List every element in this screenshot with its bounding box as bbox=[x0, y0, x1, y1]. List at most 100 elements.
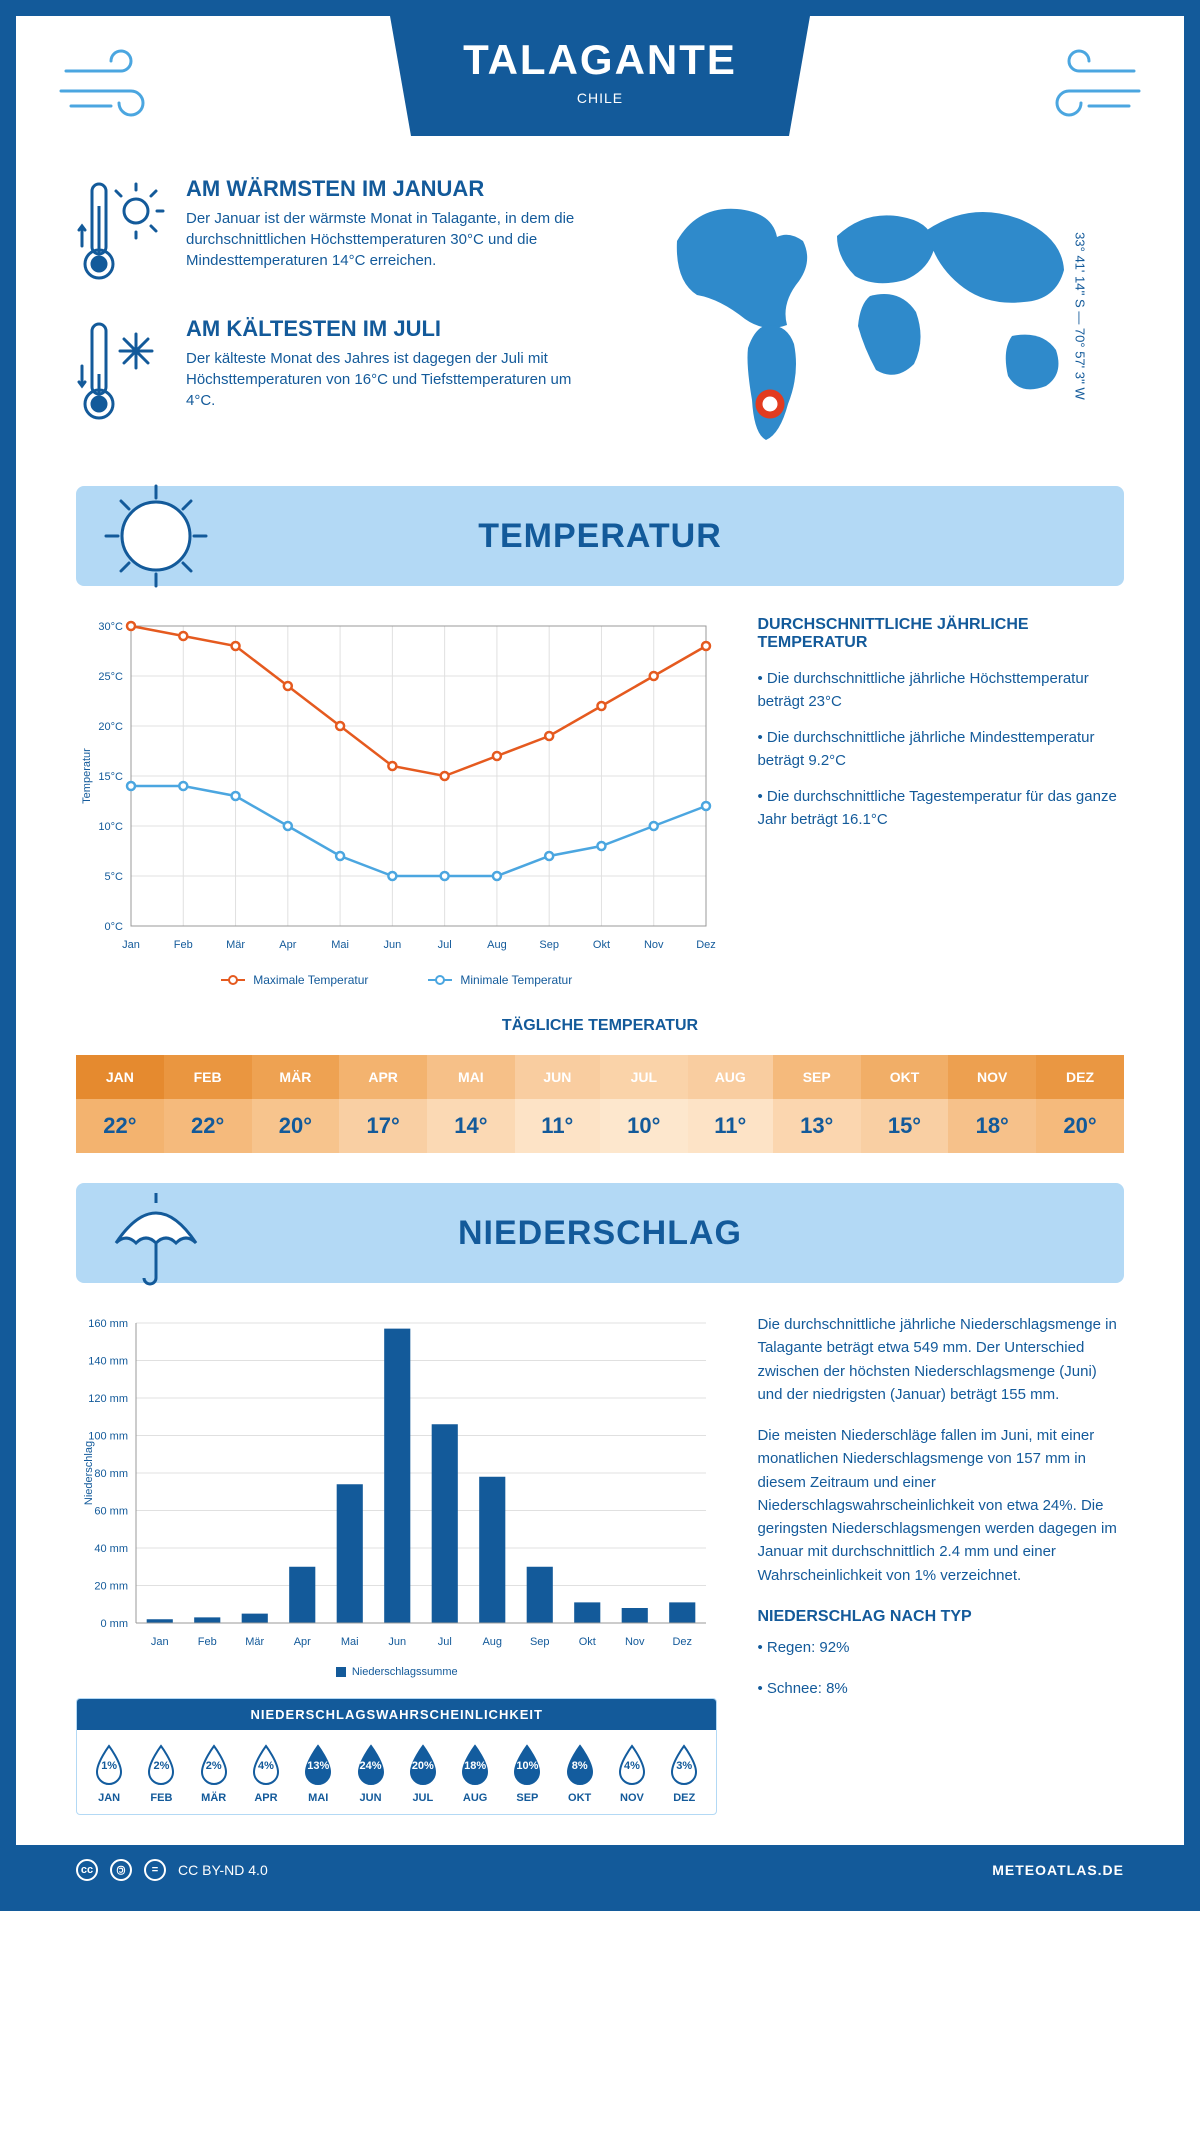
drop-icon: 20% bbox=[407, 1744, 439, 1786]
prob-cell: 2% FEB bbox=[135, 1744, 187, 1804]
precip-bar-chart: 0 mm20 mm40 mm60 mm80 mm100 mm120 mm140 … bbox=[76, 1313, 717, 1678]
svg-text:Mär: Mär bbox=[226, 939, 245, 951]
svg-text:Aug: Aug bbox=[482, 1636, 502, 1648]
page-title: TALAGANTE bbox=[390, 36, 810, 84]
section-title-temp: TEMPERATUR bbox=[76, 517, 1124, 556]
cold-title: AM KÄLTESTEN IM JULI bbox=[186, 316, 580, 342]
precip-text: Die durchschnittliche jährliche Niedersc… bbox=[757, 1313, 1124, 1815]
svg-text:20 mm: 20 mm bbox=[94, 1581, 128, 1593]
svg-text:Dez: Dez bbox=[672, 1636, 692, 1648]
drop-icon: 18% bbox=[459, 1744, 491, 1786]
svg-text:Nov: Nov bbox=[625, 1636, 645, 1648]
temp-bullet-2: • Die durchschnittliche jährliche Mindes… bbox=[757, 727, 1124, 772]
thermometer-snow-icon bbox=[76, 316, 166, 426]
drop-icon: 4% bbox=[250, 1744, 282, 1786]
precip-type-2: • Schnee: 8% bbox=[757, 1677, 1124, 1700]
svg-text:Jan: Jan bbox=[151, 1636, 169, 1648]
thermometer-sun-icon bbox=[76, 176, 166, 286]
svg-text:Apr: Apr bbox=[294, 1636, 311, 1648]
drop-icon: 24% bbox=[355, 1744, 387, 1786]
nd-icon: = bbox=[144, 1859, 166, 1881]
daily-month: DEZ bbox=[1036, 1055, 1124, 1099]
daily-month: JAN bbox=[76, 1055, 164, 1099]
svg-text:Jul: Jul bbox=[438, 1636, 452, 1648]
legend-max: Maximale Temperatur bbox=[253, 973, 368, 987]
prob-cell: 8% OKT bbox=[554, 1744, 606, 1804]
prob-cell: 4% NOV bbox=[606, 1744, 658, 1804]
svg-text:15°C: 15°C bbox=[98, 771, 123, 783]
svg-text:100 mm: 100 mm bbox=[88, 1431, 128, 1443]
daily-title: TÄGLICHE TEMPERATUR bbox=[76, 1017, 1124, 1035]
svg-text:80 mm: 80 mm bbox=[94, 1468, 128, 1480]
svg-text:Mai: Mai bbox=[331, 939, 349, 951]
svg-text:Feb: Feb bbox=[174, 939, 193, 951]
svg-text:30°C: 30°C bbox=[98, 621, 123, 633]
drop-icon: 13% bbox=[302, 1744, 334, 1786]
drop-icon: 1% bbox=[93, 1744, 125, 1786]
daily-value: 11° bbox=[688, 1099, 773, 1153]
cc-icon: cc bbox=[76, 1859, 98, 1881]
section-header-precip: NIEDERSCHLAG bbox=[76, 1183, 1124, 1283]
header-band: TALAGANTE CHILE bbox=[390, 16, 810, 136]
chart-legend: Maximale Temperatur Minimale Temperatur bbox=[76, 973, 717, 987]
page: TALAGANTE CHILE AM WÄRMSTEN IM JANUAR De… bbox=[0, 0, 1200, 1911]
daily-value: 22° bbox=[76, 1099, 164, 1153]
svg-text:0 mm: 0 mm bbox=[101, 1618, 129, 1630]
wind-icon bbox=[56, 46, 176, 131]
license-label: CC BY-ND 4.0 bbox=[178, 1862, 268, 1878]
cold-block: AM KÄLTESTEN IM JULI Der kälteste Monat … bbox=[76, 316, 580, 426]
daily-value: 22° bbox=[164, 1099, 252, 1153]
daily-month: JUN bbox=[515, 1055, 600, 1099]
cold-text: Der kälteste Monat des Jahres ist dagege… bbox=[186, 348, 580, 411]
daily-month: APR bbox=[339, 1055, 427, 1099]
temp-line-chart: 0°C5°C10°C15°C20°C25°C30°CJanFebMärAprMa… bbox=[76, 616, 717, 987]
daily-month: MAI bbox=[427, 1055, 515, 1099]
svg-text:Mär: Mär bbox=[245, 1636, 264, 1648]
prob-cell: 24% JUN bbox=[344, 1744, 396, 1804]
svg-text:160 mm: 160 mm bbox=[88, 1318, 128, 1330]
prob-cell: 20% JUL bbox=[397, 1744, 449, 1804]
warm-text: Der Januar ist der wärmste Monat in Tala… bbox=[186, 208, 580, 271]
intro-section: AM WÄRMSTEN IM JANUAR Der Januar ist der… bbox=[76, 176, 1124, 456]
daily-value: 17° bbox=[339, 1099, 427, 1153]
section-header-temp: TEMPERATUR bbox=[76, 486, 1124, 586]
prob-cell: 13% MAI bbox=[292, 1744, 344, 1804]
warm-block: AM WÄRMSTEN IM JANUAR Der Januar ist der… bbox=[76, 176, 580, 286]
daily-value: 14° bbox=[427, 1099, 515, 1153]
daily-value: 15° bbox=[861, 1099, 949, 1153]
drop-icon: 8% bbox=[564, 1744, 596, 1786]
daily-value: 13° bbox=[773, 1099, 861, 1153]
temp-bullet-3: • Die durchschnittliche Tagestemperatur … bbox=[757, 786, 1124, 831]
svg-text:40 mm: 40 mm bbox=[94, 1543, 128, 1555]
prob-cell: 4% APR bbox=[240, 1744, 292, 1804]
svg-text:Jun: Jun bbox=[383, 939, 401, 951]
wind-icon bbox=[1024, 46, 1144, 131]
world-map-icon bbox=[642, 186, 1102, 446]
precip-type-title: NIEDERSCHLAG NACH TYP bbox=[757, 1605, 1124, 1630]
prob-cell: 2% MÄR bbox=[188, 1744, 240, 1804]
country-label: CHILE bbox=[390, 90, 810, 106]
prob-cell: 10% SEP bbox=[501, 1744, 553, 1804]
svg-text:Sep: Sep bbox=[539, 939, 559, 951]
coords-label: 33° 41' 14'' S — 70° 57' 3'' W bbox=[1073, 232, 1088, 400]
site-label: METEOATLAS.DE bbox=[992, 1862, 1124, 1878]
svg-text:Jan: Jan bbox=[122, 939, 140, 951]
drop-icon: 10% bbox=[511, 1744, 543, 1786]
legend-min: Minimale Temperatur bbox=[460, 973, 572, 987]
svg-text:Niederschlag: Niederschlag bbox=[83, 1441, 95, 1505]
svg-text:Aug: Aug bbox=[487, 939, 507, 951]
daily-value: 20° bbox=[252, 1099, 340, 1153]
daily-month: MÄR bbox=[252, 1055, 340, 1099]
svg-text:Okt: Okt bbox=[579, 1636, 596, 1648]
prob-cell: 1% JAN bbox=[83, 1744, 135, 1804]
daily-month: NOV bbox=[948, 1055, 1036, 1099]
prob-title: NIEDERSCHLAGSWAHRSCHEINLICHKEIT bbox=[77, 1699, 716, 1730]
svg-text:60 mm: 60 mm bbox=[94, 1506, 128, 1518]
temp-annual-text: DURCHSCHNITTLICHE JÄHRLICHE TEMPERATUR •… bbox=[757, 616, 1124, 987]
temp-text-title: DURCHSCHNITTLICHE JÄHRLICHE TEMPERATUR bbox=[757, 616, 1124, 652]
precip-type-1: • Regen: 92% bbox=[757, 1636, 1124, 1659]
daily-temp-table: JANFEBMÄRAPRMAIJUNJULAUGSEPOKTNOVDEZ 22°… bbox=[76, 1055, 1124, 1153]
daily-value: 18° bbox=[948, 1099, 1036, 1153]
svg-text:25°C: 25°C bbox=[98, 671, 123, 683]
svg-text:Nov: Nov bbox=[644, 939, 664, 951]
